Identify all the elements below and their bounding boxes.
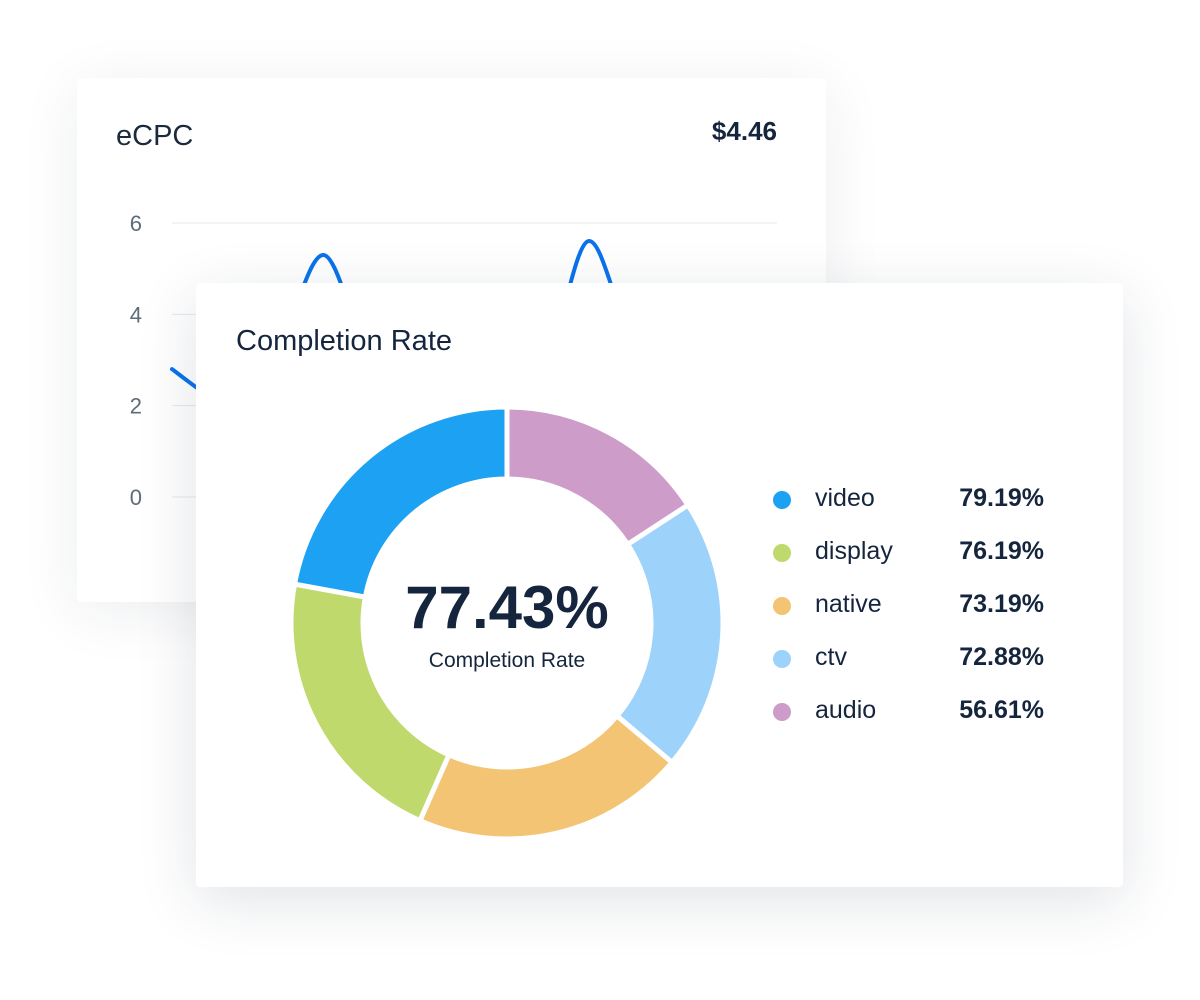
legend-item-native[interactable]: native 73.19% [770, 590, 1044, 620]
completion-rate-card: Completion Rate 77.43% Completion Rate v… [196, 283, 1123, 887]
completion-title: Completion Rate [236, 325, 452, 357]
y-tick-label: 4 [130, 302, 142, 327]
donut-center-value: 77.43% [405, 574, 609, 641]
legend-label: video [815, 484, 875, 512]
y-tick-label: 0 [130, 485, 142, 510]
y-tick-label: 2 [130, 394, 142, 419]
legend-item-display[interactable]: display 76.19% [770, 537, 1044, 567]
donut-slice-video[interactable] [291, 404, 510, 600]
ecpc-value: $4.46 [711, 116, 777, 146]
ecpc-title: eCPC [116, 120, 194, 152]
legend-dot-icon [773, 491, 791, 509]
legend-label: display [815, 537, 893, 565]
legend-label: native [815, 590, 882, 618]
legend-value: 72.88% [959, 643, 1044, 671]
donut-center-label: Completion Rate [428, 649, 586, 672]
legend-label: ctv [815, 643, 847, 671]
legend-dot-icon [773, 597, 791, 615]
completion-donut-chart [288, 404, 726, 842]
legend-value: 79.19% [959, 484, 1044, 512]
legend-item-ctv[interactable]: ctv 72.88% [770, 643, 1044, 673]
donut-slice-native[interactable] [416, 712, 676, 842]
legend-value: 76.19% [959, 537, 1044, 565]
legend-value: 56.61% [959, 696, 1044, 724]
legend-dot-icon [773, 650, 791, 668]
legend-dot-icon [773, 544, 791, 562]
legend-item-video[interactable]: video 79.19% [770, 484, 1044, 514]
y-tick-label: 6 [130, 211, 142, 236]
legend-value: 73.19% [959, 590, 1044, 618]
legend-label: audio [815, 696, 877, 724]
legend-dot-icon [773, 703, 791, 721]
donut-slice-ctv[interactable] [613, 501, 726, 766]
legend-item-audio[interactable]: audio 56.61% [770, 696, 1044, 726]
